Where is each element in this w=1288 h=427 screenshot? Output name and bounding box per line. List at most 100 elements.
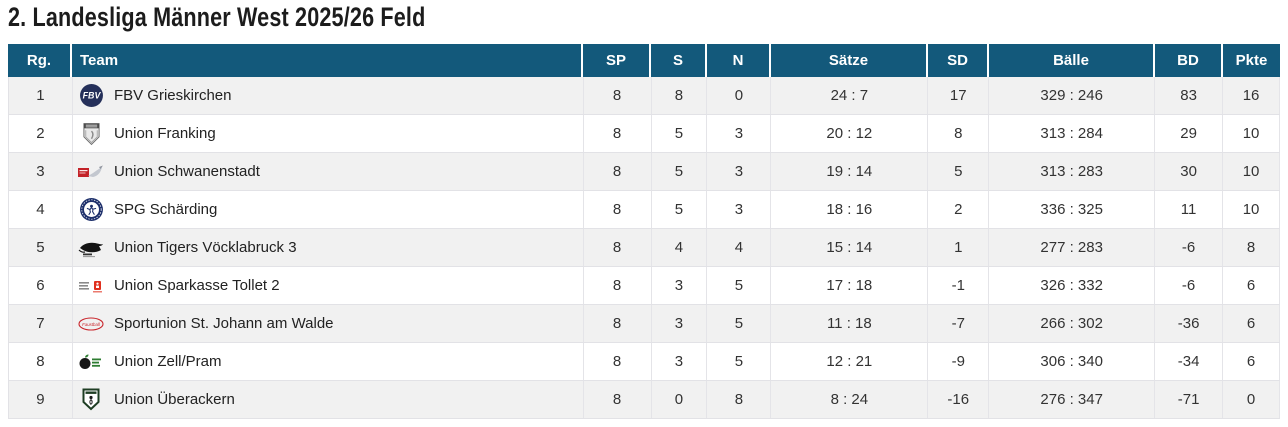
baelle-cell: 306 : 340 bbox=[989, 343, 1156, 380]
team-name: Sportunion St. Johann am Walde bbox=[113, 315, 334, 332]
baelle-cell: 313 : 284 bbox=[989, 115, 1156, 152]
sp-cell: 8 bbox=[584, 191, 652, 228]
column-header-rank: Rg. bbox=[8, 44, 72, 77]
team-cell: Union Tigers Vöcklabruck 3 bbox=[73, 229, 584, 266]
s-cell: 5 bbox=[652, 191, 708, 228]
n-cell: 3 bbox=[707, 115, 772, 152]
page-title-text: 2. Landesliga Männer West 2025/26 Feld bbox=[8, 2, 426, 32]
n-cell: 8 bbox=[707, 381, 772, 418]
rank-cell: 1 bbox=[9, 77, 73, 114]
bd-cell: -71 bbox=[1155, 381, 1224, 418]
n-cell: 0 bbox=[707, 77, 772, 114]
column-header-team: Team bbox=[72, 44, 583, 77]
rank-cell: 9 bbox=[9, 381, 73, 418]
saetze-cell: 15 : 14 bbox=[771, 229, 929, 266]
rank-cell: 4 bbox=[9, 191, 73, 228]
pkte-cell: 6 bbox=[1223, 343, 1281, 380]
saetze-cell: 8 : 24 bbox=[771, 381, 929, 418]
s-cell: 0 bbox=[652, 381, 708, 418]
table-row: 3 Union Schwanenstadt 8 5 3 19 : 14 5 31… bbox=[9, 153, 1281, 191]
table-body: 1 FBV FBV Grieskirchen 8 8 0 24 : 7 17 3… bbox=[8, 77, 1281, 419]
baelle-cell: 277 : 283 bbox=[989, 229, 1156, 266]
sd-cell: -9 bbox=[928, 343, 990, 380]
s-cell: 3 bbox=[652, 305, 708, 342]
union-tigers-voecklabruck-crest-icon bbox=[78, 234, 105, 262]
table-row: 2 Union Franking 8 5 3 20 : 12 8 313 : 2… bbox=[9, 115, 1281, 153]
team-name: Union Tigers Vöcklabruck 3 bbox=[113, 239, 297, 256]
baelle-cell: 266 : 302 bbox=[989, 305, 1156, 342]
saetze-cell: 20 : 12 bbox=[771, 115, 929, 152]
rank-cell: 6 bbox=[9, 267, 73, 304]
baelle-cell: 276 : 347 bbox=[989, 381, 1156, 418]
bd-cell: 30 bbox=[1155, 153, 1224, 190]
column-header-bd: BD bbox=[1155, 44, 1223, 77]
team-cell: Union Schwanenstadt bbox=[73, 153, 584, 190]
sp-cell: 8 bbox=[584, 77, 652, 114]
sd-cell: -16 bbox=[928, 381, 990, 418]
rank-cell: 3 bbox=[9, 153, 73, 190]
table-row: 8 Union Zell/Pram 8 3 5 12 : 21 -9 306 :… bbox=[9, 343, 1281, 381]
s-cell: 3 bbox=[652, 343, 708, 380]
sp-cell: 8 bbox=[584, 229, 652, 266]
team-cell: Union Überackern bbox=[73, 381, 584, 418]
s-cell: 3 bbox=[652, 267, 708, 304]
sp-cell: 8 bbox=[584, 343, 652, 380]
sd-cell: -7 bbox=[928, 305, 990, 342]
team-name: Union Schwanenstadt bbox=[113, 163, 260, 180]
union-franking-crest-icon bbox=[78, 120, 105, 148]
saetze-cell: 12 : 21 bbox=[771, 343, 929, 380]
sp-cell: 8 bbox=[584, 267, 652, 304]
table-row: 1 FBV FBV Grieskirchen 8 8 0 24 : 7 17 3… bbox=[9, 77, 1281, 115]
union-zell-pram-crest-icon bbox=[78, 348, 105, 376]
fbv-grieskirchen-crest-icon: FBV bbox=[78, 82, 105, 110]
sd-cell: 8 bbox=[928, 115, 990, 152]
s-cell: 5 bbox=[652, 153, 708, 190]
sd-cell: 2 bbox=[928, 191, 990, 228]
team-name: FBV Grieskirchen bbox=[113, 87, 232, 104]
sp-cell: 8 bbox=[584, 153, 652, 190]
union-ueberackern-crest-icon bbox=[78, 386, 105, 414]
team-name: Union Überackern bbox=[113, 391, 235, 408]
sd-cell: -1 bbox=[928, 267, 990, 304]
bd-cell: 83 bbox=[1155, 77, 1224, 114]
pkte-cell: 10 bbox=[1223, 153, 1281, 190]
rank-cell: 5 bbox=[9, 229, 73, 266]
table-row: 4 SPG Schärding 8 5 3 18 : 16 2 336 : 32… bbox=[9, 191, 1281, 229]
bd-cell: -6 bbox=[1155, 229, 1224, 266]
saetze-cell: 11 : 18 bbox=[771, 305, 929, 342]
sd-cell: 1 bbox=[928, 229, 990, 266]
n-cell: 4 bbox=[707, 229, 772, 266]
page-title: 2. Landesliga Männer West 2025/26 Feld bbox=[0, 0, 1288, 40]
pkte-cell: 10 bbox=[1223, 191, 1281, 228]
team-cell: Union Sparkasse Tollet 2 bbox=[73, 267, 584, 304]
rank-cell: 8 bbox=[9, 343, 73, 380]
union-sparkasse-tollet-crest-icon bbox=[78, 272, 105, 300]
pkte-cell: 10 bbox=[1223, 115, 1281, 152]
spg-schaerding-crest-icon bbox=[78, 196, 105, 224]
union-schwanenstadt-crest-icon bbox=[78, 158, 105, 186]
bd-cell: 11 bbox=[1155, 191, 1224, 228]
saetze-cell: 17 : 18 bbox=[771, 267, 929, 304]
table-row: 7 Faustball Sportunion St. Johann am Wal… bbox=[9, 305, 1281, 343]
team-cell: FBV FBV Grieskirchen bbox=[73, 77, 584, 114]
n-cell: 5 bbox=[707, 267, 772, 304]
column-header-saetze: Sätze bbox=[771, 44, 928, 77]
sp-cell: 8 bbox=[584, 381, 652, 418]
table-row: 9 Union Überackern 8 0 8 8 : 24 -16 276 … bbox=[9, 381, 1281, 419]
column-header-pkte: Pkte bbox=[1223, 44, 1280, 77]
saetze-cell: 18 : 16 bbox=[771, 191, 929, 228]
rank-cell: 2 bbox=[9, 115, 73, 152]
rank-cell: 7 bbox=[9, 305, 73, 342]
sp-cell: 8 bbox=[584, 115, 652, 152]
team-name: SPG Schärding bbox=[113, 201, 218, 218]
n-cell: 3 bbox=[707, 191, 772, 228]
pkte-cell: 8 bbox=[1223, 229, 1281, 266]
pkte-cell: 6 bbox=[1223, 267, 1281, 304]
team-cell: Union Franking bbox=[73, 115, 584, 152]
n-cell: 3 bbox=[707, 153, 772, 190]
sd-cell: 17 bbox=[928, 77, 990, 114]
svg-text:FBV: FBV bbox=[83, 91, 102, 101]
column-header-s: S bbox=[651, 44, 707, 77]
baelle-cell: 313 : 283 bbox=[989, 153, 1156, 190]
team-name: Union Franking bbox=[113, 125, 216, 142]
